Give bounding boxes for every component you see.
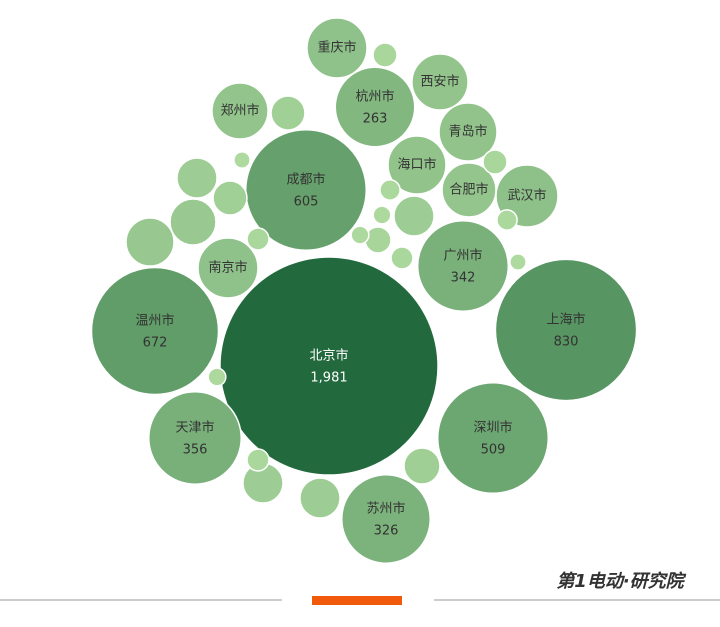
bubble-label: 重庆市 (317, 40, 356, 56)
watermark: 第1电动·研究院 (556, 571, 686, 592)
bubble (246, 448, 270, 472)
bubble (176, 157, 218, 199)
bubble (341, 474, 431, 564)
bubble (246, 227, 270, 251)
bubble-label: 海口市 (397, 157, 436, 173)
bubble (390, 246, 414, 270)
bubble (125, 217, 175, 267)
bubble (438, 102, 498, 162)
bubble (350, 225, 370, 245)
bubble (393, 195, 435, 237)
bubble (494, 258, 638, 402)
bubble (207, 367, 227, 387)
value-label: 830 (554, 335, 579, 350)
bubbles: 北京市 1,981 上海市 830 温州市 672 成都市 605 深圳市 509 天津市 356 广州… (90, 17, 638, 564)
bubble-label: 成都市 (286, 172, 325, 188)
bubble (212, 180, 248, 216)
value-label: 672 (143, 336, 168, 351)
bubble (233, 151, 251, 169)
bubble-label: 广州市 (443, 248, 482, 264)
bubble (299, 477, 341, 519)
bubble (436, 381, 550, 495)
value-label: 342 (451, 271, 476, 286)
bubble (496, 209, 518, 231)
bubble-label: 上海市 (546, 312, 585, 328)
bubble (403, 447, 441, 485)
bubble-label: 武汉市 (507, 188, 546, 204)
value-label: 356 (183, 443, 208, 458)
bubble (482, 149, 508, 175)
bubble (306, 17, 368, 79)
bubble (169, 198, 217, 246)
bubble-label: 郑州市 (220, 103, 259, 119)
bubble (379, 179, 401, 201)
bubble (334, 66, 416, 148)
bubble-label: 青岛市 (448, 124, 487, 140)
bubble-label: 合肥市 (449, 182, 488, 198)
bubble (90, 266, 220, 396)
value-label: 605 (294, 195, 319, 210)
value-label: 326 (374, 524, 399, 539)
bubble (270, 95, 306, 131)
bubble-label: 北京市 (309, 348, 348, 364)
bubble (148, 391, 242, 485)
footer-accent (312, 596, 402, 605)
bubble (387, 135, 447, 195)
bubble (411, 53, 469, 111)
bubble (372, 205, 392, 225)
bubble-label: 天津市 (175, 420, 214, 436)
bubble (211, 82, 269, 140)
bubble (219, 256, 439, 476)
bubble-label: 西安市 (420, 74, 459, 90)
bubble (509, 253, 527, 271)
bubble (416, 219, 510, 313)
value-label: 1,981 (310, 371, 347, 386)
bubble (364, 226, 392, 254)
bubble-label: 杭州市 (355, 89, 394, 105)
bubble (197, 237, 259, 299)
bubble (372, 42, 398, 68)
bubble-label: 苏州市 (366, 501, 405, 517)
bubble-label: 南京市 (208, 260, 247, 276)
value-label: 509 (481, 443, 506, 458)
bubble-label: 深圳市 (473, 420, 512, 436)
value-label: 263 (363, 112, 388, 127)
bubble-label: 温州市 (135, 313, 174, 329)
